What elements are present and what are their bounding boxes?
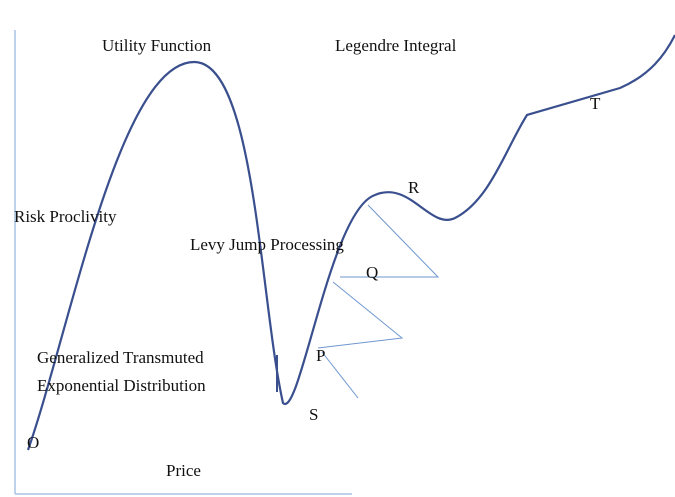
triangle-lower: [317, 281, 404, 349]
label-gen2: Exponential Distribution: [37, 376, 206, 395]
label-t: T: [590, 94, 601, 113]
label-p: P: [316, 346, 326, 365]
triangle-upper: [340, 204, 440, 278]
label-r: R: [408, 178, 420, 197]
label-gen1: Generalized Transmuted: [37, 348, 204, 367]
label-s: S: [309, 405, 319, 424]
label-risk: Risk Proclivity: [14, 207, 117, 226]
label-price: Price: [166, 461, 201, 480]
label-utility: Utility Function: [102, 36, 212, 55]
label-levy: Levy Jump Processing: [190, 235, 344, 254]
curve: [26, 34, 675, 451]
segment: [321, 351, 359, 399]
label-legendre: Legendre Integral: [335, 36, 457, 55]
label-o: O: [27, 433, 40, 452]
label-q: Q: [366, 263, 379, 282]
